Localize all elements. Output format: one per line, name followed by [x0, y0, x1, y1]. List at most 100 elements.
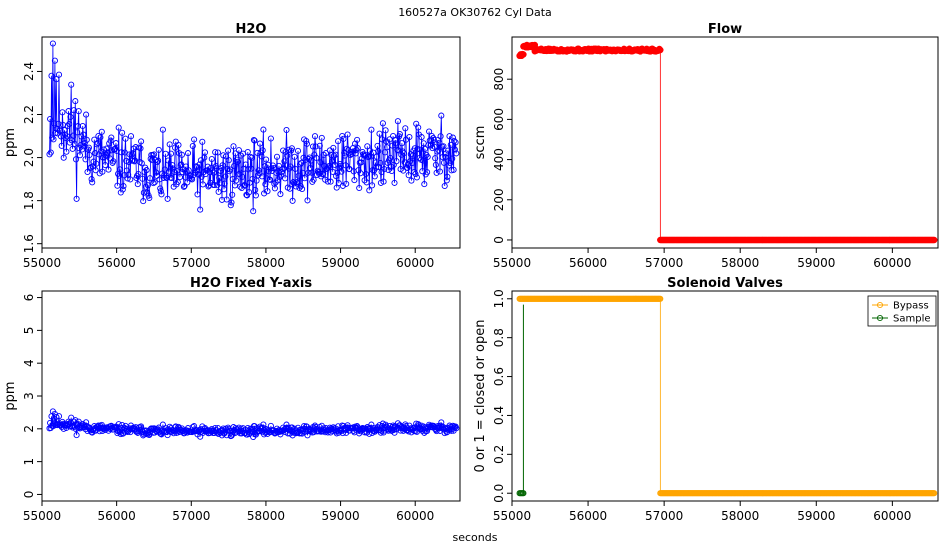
h2o-data-point [108, 134, 115, 141]
h2o-data-point [441, 182, 448, 190]
h2o-data-point [239, 173, 246, 180]
h2o-data-point [408, 177, 415, 184]
h2o-data-point [300, 154, 307, 161]
h2o-data-point [288, 145, 295, 152]
y-tick-label: 0.0 [492, 484, 506, 503]
h2o-data-point [440, 143, 447, 150]
h2o-data-point [383, 144, 391, 151]
h2o-data-point [74, 123, 82, 130]
x-tick-label: 55000 [493, 256, 531, 270]
h2o-data-point [175, 141, 182, 149]
h2o-data-point [98, 128, 105, 135]
x-tick-label: 56000 [569, 256, 607, 270]
h2o-data-point [354, 136, 361, 143]
h2o-data-point [92, 167, 99, 174]
h2o-fixed-data-point [55, 413, 63, 420]
h2o-data-point [59, 109, 66, 116]
y-tick-label: 2 [22, 425, 36, 433]
y-tick-label: 6 [22, 294, 36, 302]
y-tick-label: 2.2 [22, 105, 36, 124]
y-tick-label: 0.2 [492, 445, 506, 464]
y-tick-label: 0 [492, 236, 506, 244]
h2o-data-point [452, 139, 459, 146]
h2o-fixed-data-point [83, 419, 90, 426]
h2o-data-point [262, 181, 269, 188]
h2o-data-point [356, 184, 363, 192]
h2o-data-point [244, 192, 251, 199]
h2o-data-point [81, 139, 88, 147]
h2o-data-point [250, 136, 257, 144]
x-tick-label: 56000 [98, 256, 136, 270]
h2o-data-point [212, 149, 219, 156]
h2o-data-point [53, 76, 60, 83]
h2o-data-point [231, 162, 238, 169]
h2o-data-point [242, 182, 249, 189]
h2o-data-point [272, 179, 279, 186]
h2o-data-point [264, 188, 271, 195]
h2o-data-point [174, 178, 181, 186]
h2o-data-point [365, 153, 372, 160]
h2o-data-point [187, 172, 194, 179]
h2o-data-point [366, 187, 373, 194]
h2o-data-point [134, 181, 141, 188]
h2o-data-point [152, 156, 159, 164]
h2o-data-point [201, 149, 209, 156]
h2o-data-point [49, 40, 56, 47]
h2o-data-point [233, 177, 240, 184]
h2o-data-point [430, 136, 437, 143]
h2o-data-point [115, 124, 122, 131]
h2o-data-point [180, 183, 187, 190]
h2o-data-point [153, 169, 160, 176]
h2o-data-point [95, 151, 103, 158]
h2o-data-point [379, 120, 386, 127]
h2o-data-point [351, 177, 358, 184]
h2o-data-point [418, 134, 425, 141]
x-tick-label: 59000 [321, 256, 359, 270]
chart-title: H2O [236, 22, 267, 37]
h2o-data-point [282, 175, 289, 182]
h2o-data-point [72, 156, 80, 163]
h2o-data-point [85, 144, 92, 151]
y-axis-label: ppm [3, 381, 18, 410]
h2o-fixed-data-point [172, 424, 179, 431]
h2o-data-point [225, 147, 232, 154]
y-tick-label: 2.0 [22, 148, 36, 167]
h2o-data-point [156, 176, 163, 183]
h2o-data-point [258, 153, 265, 160]
h2o-data-point [330, 144, 337, 151]
h2o-data-point [303, 137, 310, 145]
h2o-data-point [318, 134, 325, 141]
h2o-data-point [392, 137, 399, 144]
h2o-data-point [247, 153, 254, 160]
h2o-data-point [328, 151, 335, 159]
h2o-data-point [283, 126, 290, 134]
h2o-data-point [254, 149, 261, 156]
h2o-data-point [174, 167, 181, 174]
h2o-data-point [335, 138, 342, 145]
y-tick-label: 400 [492, 148, 506, 171]
h2o-data-point [314, 167, 321, 174]
h2o-data-point [56, 127, 63, 134]
h2o-fixed-data-point [192, 428, 199, 435]
h2o-data-point [214, 149, 221, 156]
h2o-data-point [55, 71, 63, 78]
h2o-data-point [308, 169, 315, 176]
h2o-data-point [119, 129, 126, 136]
h2o-data-point [352, 150, 359, 157]
h2o-data-point [137, 145, 144, 152]
y-tick-label: 5 [22, 327, 36, 335]
h2o-data-point [228, 199, 235, 206]
h2o-data-point [150, 180, 157, 187]
x-tick-label: 55000 [23, 509, 61, 523]
h2o-fixed-data-point [73, 432, 80, 439]
h2o-data-point [151, 179, 158, 186]
h2o-data-point [424, 169, 431, 176]
h2o-data-point [69, 145, 76, 152]
h2o-data-point [177, 162, 184, 169]
x-tick-label: 57000 [645, 509, 683, 523]
y-tick-label: 1 [22, 458, 36, 466]
h2o-data-point [217, 167, 224, 174]
h2o-data-point [332, 151, 339, 158]
h2o-data-point [189, 176, 196, 183]
x-tick-label: 59000 [321, 509, 359, 523]
